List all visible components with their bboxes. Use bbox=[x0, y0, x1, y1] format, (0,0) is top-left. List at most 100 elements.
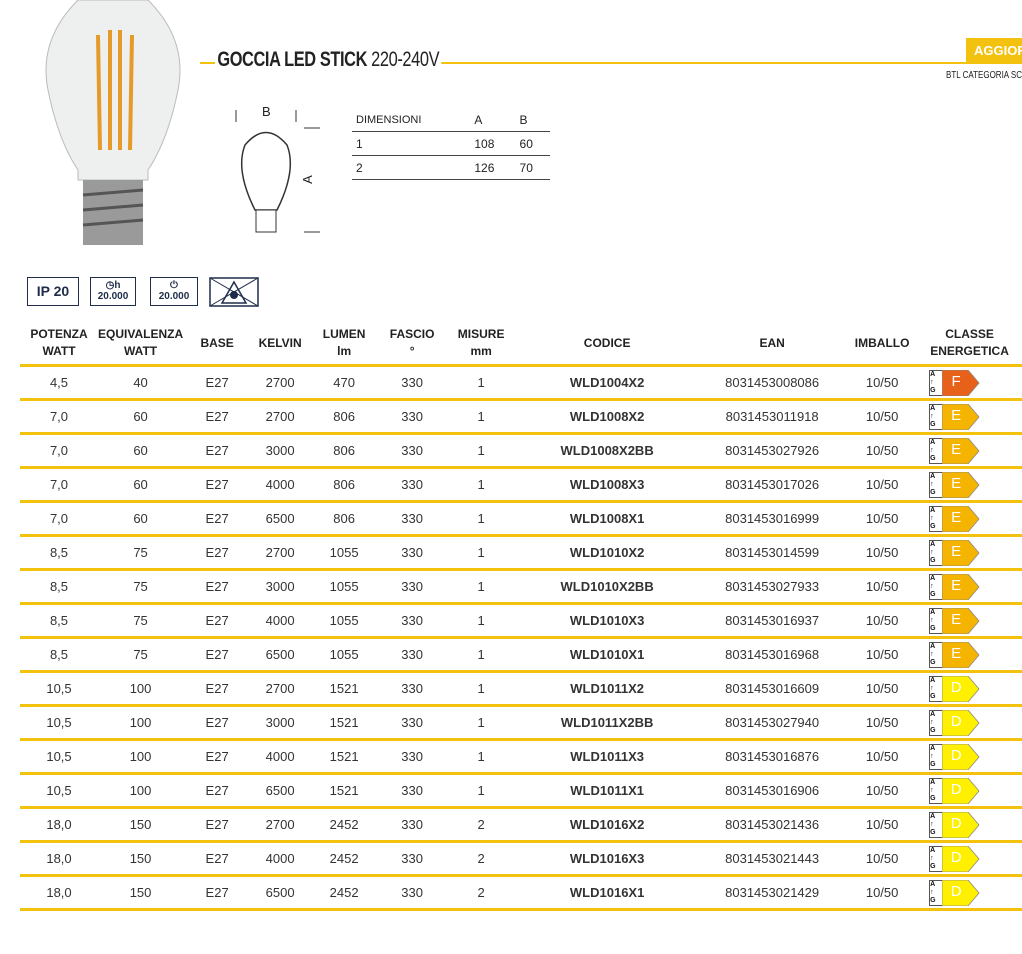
lumen-cell: 806 bbox=[309, 399, 380, 435]
base-cell: E27 bbox=[183, 603, 252, 639]
equivalence-cell: 100 bbox=[98, 705, 184, 741]
table-row: 4,5 40 E27 2700 470 330 1 WLD1004X2 803145300808… bbox=[20, 365, 1022, 401]
energy-class: A ↑ G E bbox=[917, 501, 1022, 537]
power-cell: 7,0 bbox=[20, 501, 98, 537]
beam-cell: 330 bbox=[379, 671, 446, 707]
power-cell: 8,5 bbox=[20, 637, 98, 673]
energy-label: A ↑ G E bbox=[929, 573, 980, 600]
power-cell: 4,5 bbox=[20, 365, 98, 401]
column-header: MISURE mm bbox=[445, 322, 518, 367]
beam-cell: 330 bbox=[379, 603, 446, 639]
lumen-cell: 806 bbox=[309, 467, 380, 503]
equivalence-cell: 60 bbox=[98, 399, 184, 435]
column-header: CLASSE ENERGETICA bbox=[917, 322, 1022, 367]
equivalence-cell: 75 bbox=[98, 569, 184, 605]
energy-label: A ↑ G E bbox=[929, 471, 980, 498]
lumen-cell: 1521 bbox=[309, 705, 380, 741]
ean-cell: 8031453017026 bbox=[697, 467, 848, 503]
ean-cell: 8031453021436 bbox=[697, 807, 848, 843]
code-cell: WLD1008X3 bbox=[517, 467, 698, 503]
base-cell: E27 bbox=[183, 569, 252, 605]
product-title: GOCCIA LED STICK 220-240V bbox=[200, 44, 1022, 80]
label-a: A bbox=[299, 175, 315, 184]
code-cell: WLD1008X1 bbox=[517, 501, 698, 537]
energy-scale-icon: A ↑ G bbox=[929, 879, 944, 906]
energy-arrow bbox=[942, 471, 980, 498]
energy-scale-icon: A ↑ G bbox=[929, 675, 944, 702]
base-cell: E27 bbox=[183, 671, 252, 707]
power-cell: 10,5 bbox=[20, 671, 98, 707]
energy-arrow bbox=[942, 369, 980, 396]
code-cell: WLD1011X2BB bbox=[517, 705, 698, 741]
column-header: KELVIN bbox=[251, 322, 310, 367]
code-cell: WLD1004X2 bbox=[517, 365, 698, 401]
no-direct-view-icon bbox=[209, 277, 259, 307]
power-cell: 18,0 bbox=[20, 875, 98, 911]
lumen-cell: 806 bbox=[309, 433, 380, 469]
code-cell: WLD1010X2BB bbox=[517, 569, 698, 605]
energy-class-letter: D bbox=[950, 780, 962, 798]
kelvin-cell: 3000 bbox=[251, 705, 310, 741]
beam-cell: 330 bbox=[379, 773, 446, 809]
power-cell: 7,0 bbox=[20, 467, 98, 503]
packaging-cell: 10/50 bbox=[847, 841, 918, 877]
code-cell: WLD1011X2 bbox=[517, 671, 698, 707]
table-row: 7,0 60 E27 2700 806 330 1 WLD1008X2 803145301191… bbox=[20, 399, 1022, 435]
beam-cell: 330 bbox=[379, 875, 446, 911]
energy-class: A ↑ G D bbox=[917, 739, 1022, 775]
energy-class-letter: E bbox=[951, 474, 962, 492]
energy-class-letter: D bbox=[950, 746, 962, 764]
code-cell: WLD1016X1 bbox=[517, 875, 698, 911]
energy-label: A ↑ G D bbox=[929, 675, 980, 702]
kelvin-cell: 2700 bbox=[251, 807, 310, 843]
table-row: 18,0 150 E27 2700 2452 330 2 WLD1016X2 803145302… bbox=[20, 807, 1022, 843]
energy-class-letter: D bbox=[950, 712, 962, 730]
equivalence-cell: 100 bbox=[98, 671, 184, 707]
column-header: EAN bbox=[697, 322, 848, 367]
table-row: 10,5 100 E27 2700 1521 330 1 WLD1011X2 803145301… bbox=[20, 671, 1022, 707]
ean-cell: 8031453016906 bbox=[697, 773, 848, 809]
lumen-cell: 2452 bbox=[309, 841, 380, 877]
energy-class-letter: E bbox=[951, 508, 962, 526]
power-cell: 10,5 bbox=[20, 773, 98, 809]
packaging-cell: 10/50 bbox=[847, 603, 918, 639]
code-cell: WLD1010X1 bbox=[517, 637, 698, 673]
energy-scale-icon: A ↑ G bbox=[929, 369, 944, 396]
energy-class-letter: E bbox=[951, 440, 962, 458]
kelvin-cell: 4000 bbox=[251, 603, 310, 639]
size-cell: 1 bbox=[445, 501, 518, 537]
energy-arrow bbox=[942, 675, 980, 702]
energy-scale-icon: A ↑ G bbox=[929, 403, 944, 430]
energy-class: A ↑ G E bbox=[917, 569, 1022, 605]
update-badge: AGGIORN bbox=[966, 38, 1022, 64]
energy-arrow bbox=[942, 607, 980, 634]
energy-class: A ↑ G D bbox=[917, 807, 1022, 843]
base-cell: E27 bbox=[183, 433, 252, 469]
power-cell: 7,0 bbox=[20, 399, 98, 435]
lumen-cell: 2452 bbox=[309, 807, 380, 843]
energy-arrow bbox=[942, 641, 980, 668]
base-cell: E27 bbox=[183, 739, 252, 775]
lumen-cell: 1521 bbox=[309, 739, 380, 775]
beam-cell: 330 bbox=[379, 841, 446, 877]
energy-arrow bbox=[942, 437, 980, 464]
power-cell: 8,5 bbox=[20, 569, 98, 605]
beam-cell: 330 bbox=[379, 705, 446, 741]
power-cell: 8,5 bbox=[20, 603, 98, 639]
packaging-cell: 10/50 bbox=[847, 399, 918, 435]
ean-cell: 8031453027926 bbox=[697, 433, 848, 469]
equivalence-cell: 60 bbox=[98, 467, 184, 503]
code-cell: WLD1010X3 bbox=[517, 603, 698, 639]
base-cell: E27 bbox=[183, 841, 252, 877]
packaging-cell: 10/50 bbox=[847, 467, 918, 503]
beam-cell: 330 bbox=[379, 501, 446, 537]
ean-cell: 8031453027933 bbox=[697, 569, 848, 605]
energy-label: A ↑ G F bbox=[929, 369, 980, 396]
power-cell: 8,5 bbox=[20, 535, 98, 571]
kelvin-cell: 6500 bbox=[251, 773, 310, 809]
energy-arrow bbox=[942, 505, 980, 532]
ean-cell: 8031453021429 bbox=[697, 875, 848, 911]
table-row: 8,5 75 E27 6500 1055 330 1 WLD1010X1 80314530169… bbox=[20, 637, 1022, 673]
table-row: 7,0 60 E27 4000 806 330 1 WLD1008X3 803145301702… bbox=[20, 467, 1022, 503]
energy-arrow bbox=[942, 539, 980, 566]
